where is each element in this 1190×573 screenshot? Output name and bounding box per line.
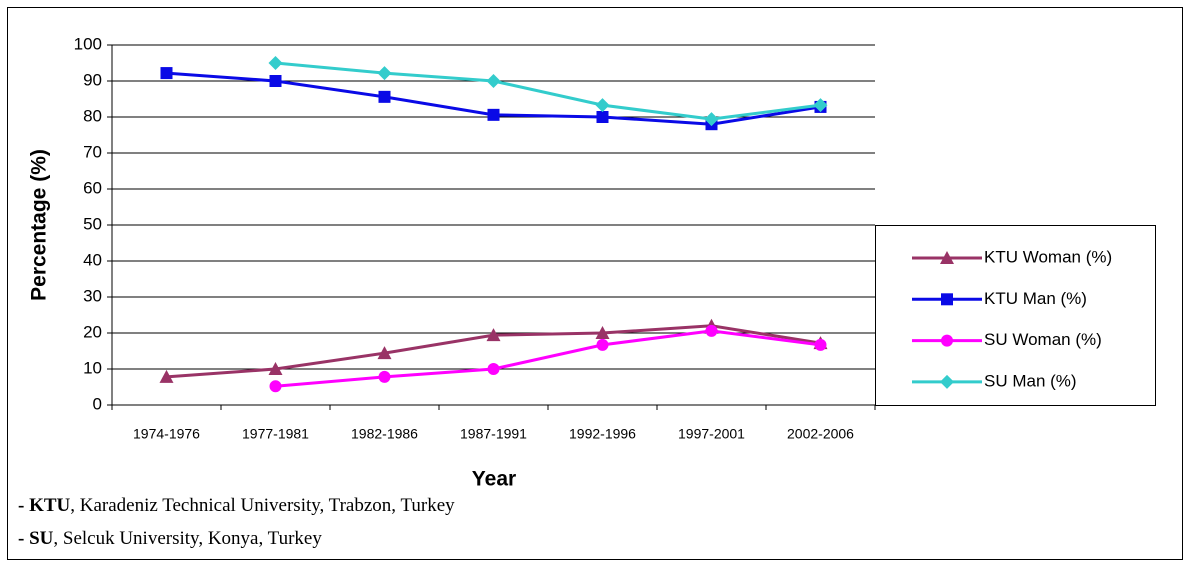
x-tick-label: 1987-1991 [460, 426, 527, 442]
marker [159, 369, 174, 383]
y-tick-label: 90 [83, 70, 102, 89]
marker [813, 98, 828, 113]
marker [487, 108, 500, 121]
marker [486, 74, 501, 88]
marker [595, 326, 610, 339]
legend-box [875, 225, 1156, 406]
footnote: - SU, Selcuk University, Konya, Turkey [18, 528, 322, 549]
legend-label: SU Woman (%) [984, 330, 1102, 349]
y-tick-label: 40 [83, 250, 102, 269]
marker [160, 67, 173, 80]
y-tick-label: 10 [83, 358, 102, 377]
x-tick-label: 1982-1986 [351, 426, 418, 442]
series-line [275, 329, 821, 388]
footnote: - KTU, Karadeniz Technical University, T… [18, 495, 455, 516]
x-tick-label: 1992-1996 [569, 426, 636, 442]
marker [940, 251, 954, 264]
footnote-lead: - KTU [18, 495, 71, 516]
legend-label: SU Man (%) [984, 371, 1077, 390]
marker [595, 98, 610, 113]
marker [596, 111, 609, 123]
marker [941, 293, 953, 306]
y-tick-label: 20 [83, 322, 102, 341]
footnote-lead: - SU [18, 528, 54, 549]
footnote-text: , Selcuk University, Konya, Turkey [53, 528, 322, 549]
legend-label: KTU Man (%) [984, 289, 1087, 308]
y-axis-label: Percentage (%) [28, 149, 51, 301]
x-tick-label: 1997-2001 [678, 426, 745, 442]
legend-label: KTU Woman (%) [984, 247, 1112, 266]
y-tick-label: 80 [83, 106, 102, 125]
y-tick-label: 100 [74, 34, 102, 53]
x-tick-label: 2002-2006 [787, 426, 854, 442]
x-tick-label: 1974-1976 [133, 426, 200, 442]
x-tick-label: 1977-1981 [242, 426, 309, 442]
y-tick-label: 60 [83, 178, 102, 197]
footnote-text: , Karadeniz Technical University, Trabzo… [70, 495, 455, 516]
marker [269, 75, 282, 87]
y-tick-label: 70 [83, 142, 102, 161]
marker [269, 380, 282, 393]
y-tick-label: 50 [83, 214, 102, 233]
marker [268, 56, 283, 70]
marker [487, 363, 500, 375]
marker [940, 374, 954, 389]
marker [941, 334, 953, 347]
marker [377, 66, 392, 81]
marker [378, 370, 391, 383]
marker [378, 90, 391, 103]
series-line [275, 61, 821, 121]
y-tick-label: 0 [93, 394, 102, 413]
marker [704, 112, 719, 127]
marker [377, 346, 392, 360]
y-tick-label: 30 [83, 286, 102, 305]
marker [486, 328, 501, 342]
marker [814, 338, 827, 351]
marker [596, 338, 609, 351]
marker [705, 324, 718, 337]
x-axis-label: Year [472, 468, 516, 491]
marker [268, 362, 283, 375]
